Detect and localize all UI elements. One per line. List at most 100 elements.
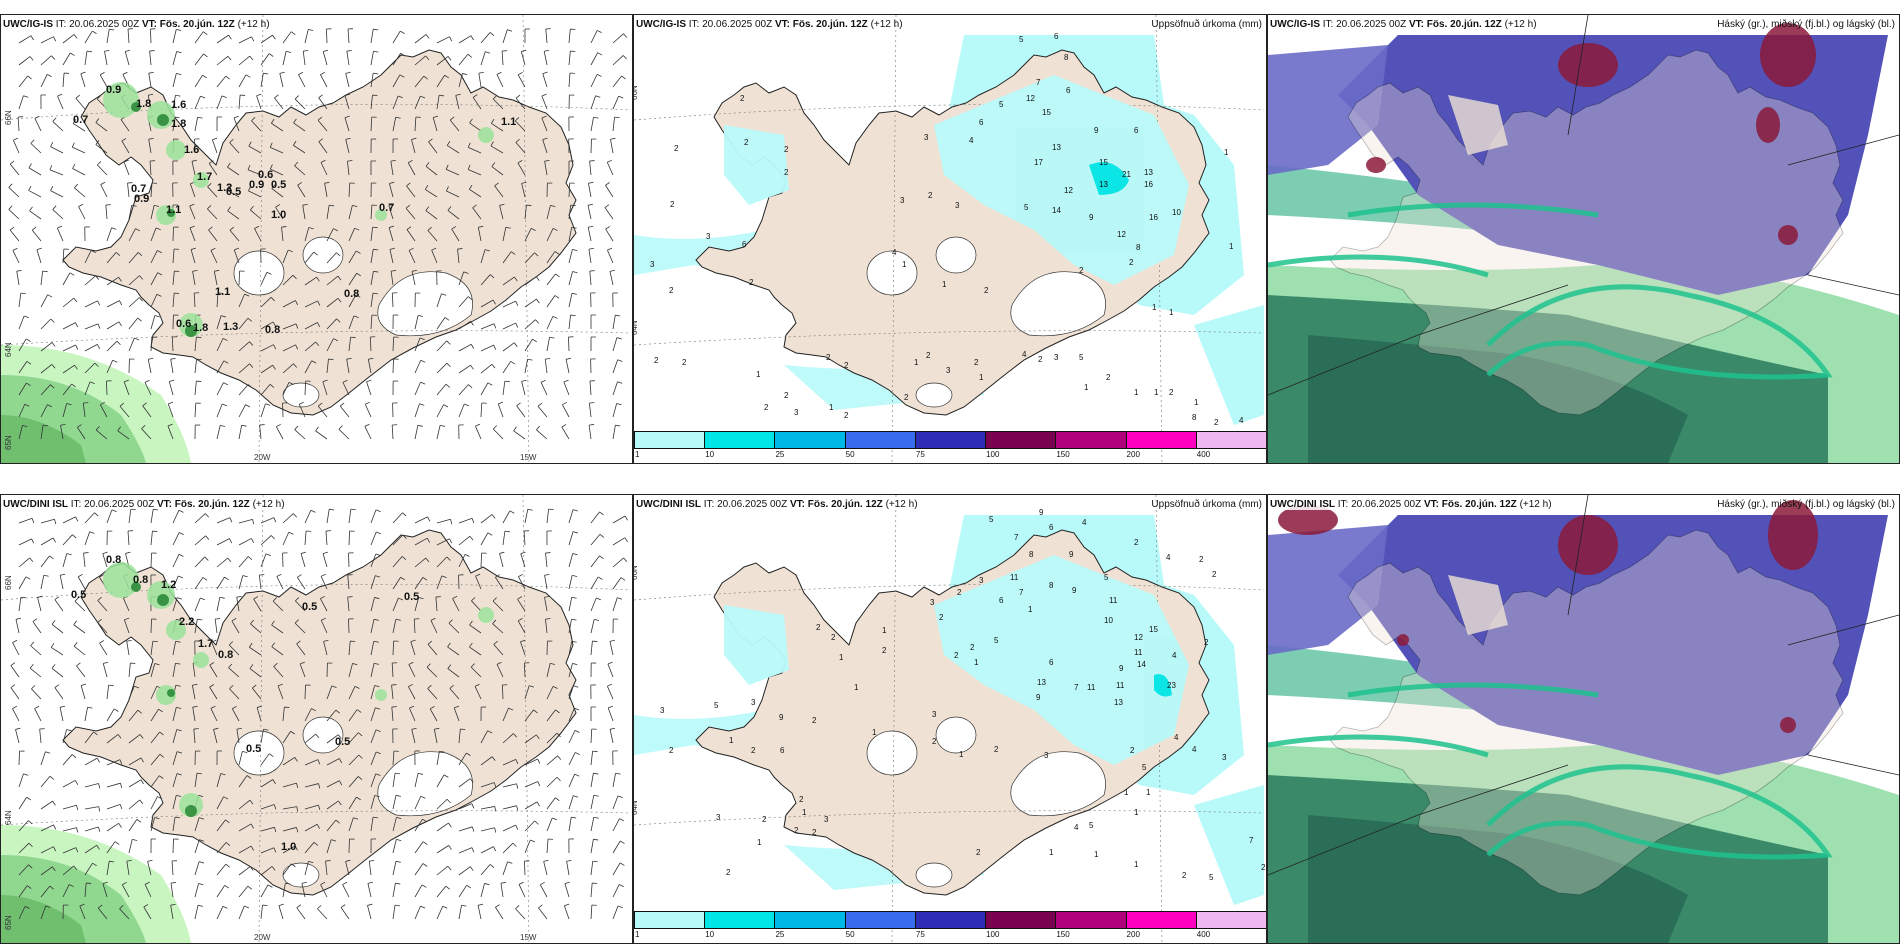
precip-value-label: 1.8 <box>136 98 151 110</box>
precip-value-label: 2 <box>939 613 944 622</box>
precip-legend: 1 10 25 50 75 100 150 200 400 <box>634 431 1266 463</box>
precip-value-label: 13 <box>1052 143 1061 152</box>
precip-value-label: 0.5 <box>404 591 419 603</box>
precip-value-label: 1.7 <box>198 638 213 650</box>
cloud-title: Háský (gr.), miðský (fj.bl.) og lágský (… <box>1717 499 1895 510</box>
precip-value-label: 2 <box>974 358 979 367</box>
precip-value-label: 0.5 <box>335 736 350 748</box>
precip-value-label: 2 <box>932 737 937 746</box>
precip-legend: 1 10 25 50 75 100 150 200 400 <box>634 911 1266 943</box>
precip-value-label: 1 <box>1134 808 1139 817</box>
precip-value-label: 1.7 <box>197 171 212 183</box>
precip-panel-top: UWC/IG-IS IT: 20.06.2025 00Z VT: Fös. 20… <box>633 14 1267 464</box>
precip-value-label: 1.1 <box>501 116 516 128</box>
legend-label: 75 <box>915 450 925 459</box>
precip-value-label: 1 <box>979 373 984 382</box>
precip-value-label: 1.8 <box>171 118 186 130</box>
precip-value-label: 1 <box>1229 242 1234 251</box>
lat-label-64: 64N <box>633 320 639 335</box>
mid-cloud <box>1366 23 1816 245</box>
precip-value-label: 2 <box>1261 863 1266 872</box>
precip-value-label: 2 <box>844 411 849 420</box>
panel-title: UWC/DINI ISL IT: 20.06.2025 00Z VT: Fös.… <box>636 499 918 510</box>
legend-label: 25 <box>775 930 785 939</box>
wind-map: 0.90.71.8 1.61.81.61.71.20.50.90.60.50.70… <box>1 15 632 463</box>
legend-swatch <box>774 431 846 449</box>
precip-value-label: 4 <box>969 136 974 145</box>
precip-value-label: 2 <box>726 868 731 877</box>
precip-value-label: 12 <box>1064 186 1073 195</box>
precip-value-label: 1 <box>1049 848 1054 857</box>
precip-value-label: 17 <box>1034 158 1043 167</box>
precip-panel-bottom: UWC/DINI ISL IT: 20.06.2025 00Z VT: Fös.… <box>633 494 1267 944</box>
precip-value-label: 14 <box>1137 660 1146 669</box>
legend-swatch <box>634 911 706 929</box>
precip-value-label: 11 <box>1087 683 1096 692</box>
precip-value-label: 11 <box>1134 648 1143 657</box>
precip-value-label: 9 <box>1072 586 1077 595</box>
precip-value-label: 6 <box>1066 86 1071 95</box>
legend-label: 400 <box>1196 450 1211 459</box>
precip-value-label: 3 <box>824 815 829 824</box>
precip-value-label: 9 <box>1119 664 1124 673</box>
precip-value-label: 2 <box>762 815 767 824</box>
panel-title: UWC/DINI ISL IT: 20.06.2025 00Z VT: Fös.… <box>1270 499 1552 510</box>
precip-value-label: 0.9 <box>134 193 149 205</box>
legend-label: 75 <box>915 930 925 939</box>
precip-value-label: 9 <box>1036 693 1041 702</box>
precip-value-label: 1.6 <box>184 144 199 156</box>
precip-value-label: 0.7 <box>131 183 146 195</box>
precip-value-label: 11 <box>1116 681 1125 690</box>
precip-value-label: 10 <box>1104 616 1113 625</box>
precip-value-label: 2 <box>1169 388 1174 397</box>
legend-label: 50 <box>845 930 855 939</box>
precip-value-label: 4 <box>1174 733 1179 742</box>
lat-label-64: 64N <box>4 342 13 357</box>
precip-value-label: 1 <box>1152 303 1157 312</box>
precip-value-label: 2 <box>1130 746 1135 755</box>
legend-swatch <box>985 431 1057 449</box>
legend-label: 150 <box>1056 450 1070 459</box>
legend-label: 1 <box>635 450 640 459</box>
wind-values: 0.90.71.8 1.61.81.61.71.20.50.90.60.50.70… <box>73 84 516 336</box>
precip-value-label: 6 <box>780 746 785 755</box>
precip-value-label: 1 <box>1194 398 1199 407</box>
precip-value-label: 0.8 <box>265 324 280 336</box>
precip-title: Uppsöfnuð úrkoma (mm) <box>1151 19 1262 30</box>
precip-value-label: 5 <box>1209 873 1214 882</box>
precip-value-label: 2 <box>812 828 817 837</box>
precip-value-label: 4 <box>1172 651 1177 660</box>
legend-label: 10 <box>705 930 715 939</box>
precip-value-label: 3 <box>650 260 655 269</box>
precip-shading <box>1 345 191 463</box>
lat-label-65: 65N <box>4 915 13 930</box>
precip-value-label: 3 <box>716 813 721 822</box>
lat-label-66: 66N <box>633 565 639 580</box>
precip-value-label: 2 <box>749 278 754 287</box>
precip-value-label: 21 <box>1122 170 1131 179</box>
precip-value-label: 2 <box>744 138 749 147</box>
precip-value-label: 2 <box>844 361 849 370</box>
precip-value-label: 0.8 <box>106 554 121 566</box>
legend-label: 100 <box>986 450 1000 459</box>
lon-label-20w: 20W <box>254 453 271 462</box>
graticule <box>1 15 632 463</box>
panel-title: UWC/IG-IS IT: 20.06.2025 00Z VT: Fös. 20… <box>1270 19 1537 30</box>
precip-value-label: 8 <box>1049 581 1054 590</box>
legend-swatch <box>985 911 1057 929</box>
precip-value-label: 2 <box>826 353 831 362</box>
legend-swatch <box>914 911 987 929</box>
cloud-cover <box>1268 15 1899 463</box>
precip-value-label: 2 <box>751 746 756 755</box>
precip-value-label: 5 <box>1089 821 1094 830</box>
precip-value-label: 2 <box>1199 555 1204 564</box>
precip-value-label: 5 <box>994 636 999 645</box>
wind-panel-bottom: UWC/DINI ISL IT: 20.06.2025 00Z VT: Fös.… <box>0 494 633 944</box>
low-cloud-bands <box>1268 202 1833 380</box>
precip-value-label: 0.7 <box>379 202 394 214</box>
wind-map: 0.8 0.8 1.2 0.5 2.2 1.7 0.8 0.5 0.5 0.5 0.5 1.0 <box>1 495 632 943</box>
precip-value-label: 2 <box>682 358 687 367</box>
legend-label: 400 <box>1196 930 1211 939</box>
